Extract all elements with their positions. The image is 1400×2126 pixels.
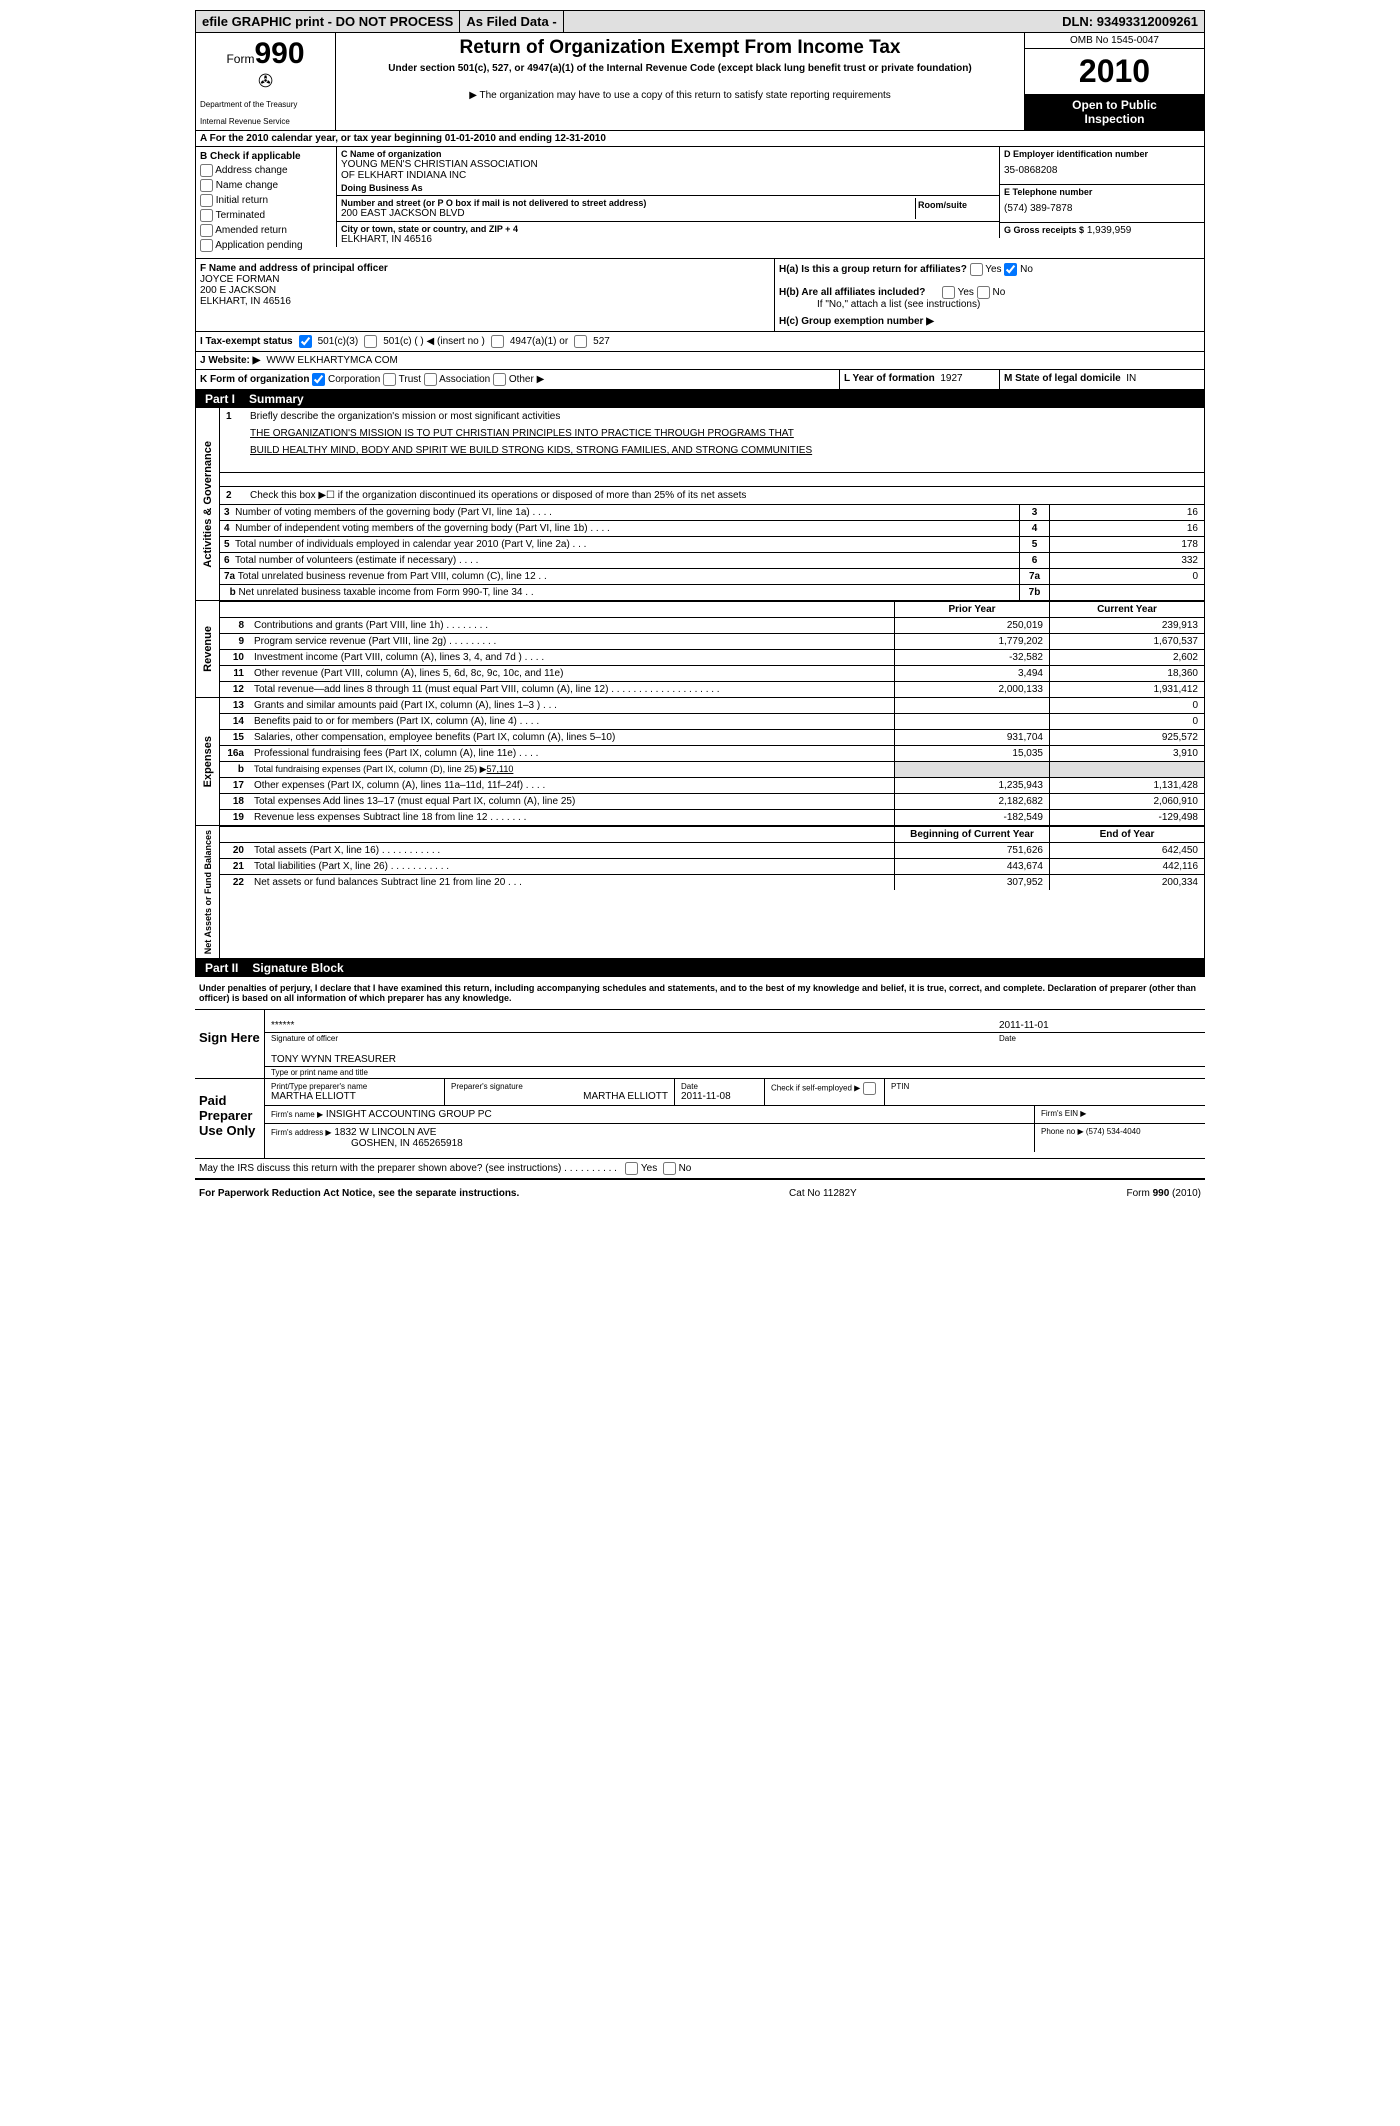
asfiled-label: As Filed Data - bbox=[460, 11, 563, 32]
title-box: Return of Organization Exempt From Incom… bbox=[336, 33, 1024, 130]
efile-label: efile GRAPHIC print - DO NOT PROCESS bbox=[196, 11, 460, 32]
col-c: C Name of organization YOUNG MEN'S CHRIS… bbox=[336, 147, 999, 258]
k-other[interactable] bbox=[493, 373, 506, 386]
dln-cell: DLN: 93493312009261 bbox=[1056, 11, 1204, 32]
i-527[interactable] bbox=[574, 335, 587, 348]
perjury-text: Under penalties of perjury, I declare th… bbox=[195, 977, 1205, 1009]
cb-address-change[interactable]: Address change bbox=[200, 164, 332, 177]
part2-header: Part IISignature Block bbox=[195, 959, 1205, 977]
ha-no[interactable] bbox=[1004, 263, 1017, 276]
i-4947[interactable] bbox=[491, 335, 504, 348]
discuss-no[interactable] bbox=[663, 1162, 676, 1175]
row-i: I Tax-exempt status 501(c)(3) 501(c) ( )… bbox=[195, 332, 1205, 352]
discuss-row: May the IRS discuss this return with the… bbox=[195, 1159, 1205, 1180]
cb-initial-return[interactable]: Initial return bbox=[200, 194, 332, 207]
irs-seal-icon: ✇ bbox=[200, 71, 331, 92]
cb-name-change[interactable]: Name change bbox=[200, 179, 332, 192]
footer: For Paperwork Reduction Act Notice, see … bbox=[195, 1180, 1205, 1207]
form-title: Return of Organization Exempt From Incom… bbox=[340, 37, 1020, 59]
k-trust[interactable] bbox=[383, 373, 396, 386]
i-501c3[interactable] bbox=[299, 335, 312, 348]
col-d: D Employer identification number 35-0868… bbox=[999, 147, 1204, 258]
hb-yes[interactable] bbox=[942, 286, 955, 299]
year-box: OMB No 1545-0047 2010 Open to Public Ins… bbox=[1024, 33, 1204, 130]
col-b: B Check if applicable Address change Nam… bbox=[196, 147, 336, 258]
i-501c[interactable] bbox=[364, 335, 377, 348]
top-bar: efile GRAPHIC print - DO NOT PROCESS As … bbox=[195, 10, 1205, 33]
header-row: Form990 ✇ Department of the Treasury Int… bbox=[195, 33, 1205, 131]
self-employed-cb[interactable] bbox=[863, 1082, 876, 1095]
row-k: K Form of organization Corporation Trust… bbox=[195, 370, 1205, 390]
room-suite: Room/suite bbox=[915, 198, 995, 219]
summary-body: Activities & Governance 1Briefly describ… bbox=[195, 408, 1205, 959]
hb-no[interactable] bbox=[977, 286, 990, 299]
sign-block: Sign Here ****** 2011-11-01 Signature of… bbox=[195, 1009, 1205, 1079]
preparer-block: Paid Preparer Use Only Print/Type prepar… bbox=[195, 1079, 1205, 1159]
cb-terminated[interactable]: Terminated bbox=[200, 209, 332, 222]
row-fh: F Name and address of principal officer … bbox=[195, 259, 1205, 332]
row-a: A For the 2010 calendar year, or tax yea… bbox=[195, 131, 1205, 147]
discuss-yes[interactable] bbox=[625, 1162, 638, 1175]
cb-application-pending[interactable]: Application pending bbox=[200, 239, 332, 252]
cb-amended[interactable]: Amended return bbox=[200, 224, 332, 237]
block-bcd: B Check if applicable Address change Nam… bbox=[195, 147, 1205, 259]
form-box: Form990 ✇ Department of the Treasury Int… bbox=[196, 33, 336, 130]
ha-yes[interactable] bbox=[970, 263, 983, 276]
row-j: J Website: ▶ WWW ELKHARTYMCA COM bbox=[195, 352, 1205, 370]
k-corp[interactable] bbox=[312, 373, 325, 386]
part1-header: Part ISummary bbox=[195, 390, 1205, 408]
k-assoc[interactable] bbox=[424, 373, 437, 386]
